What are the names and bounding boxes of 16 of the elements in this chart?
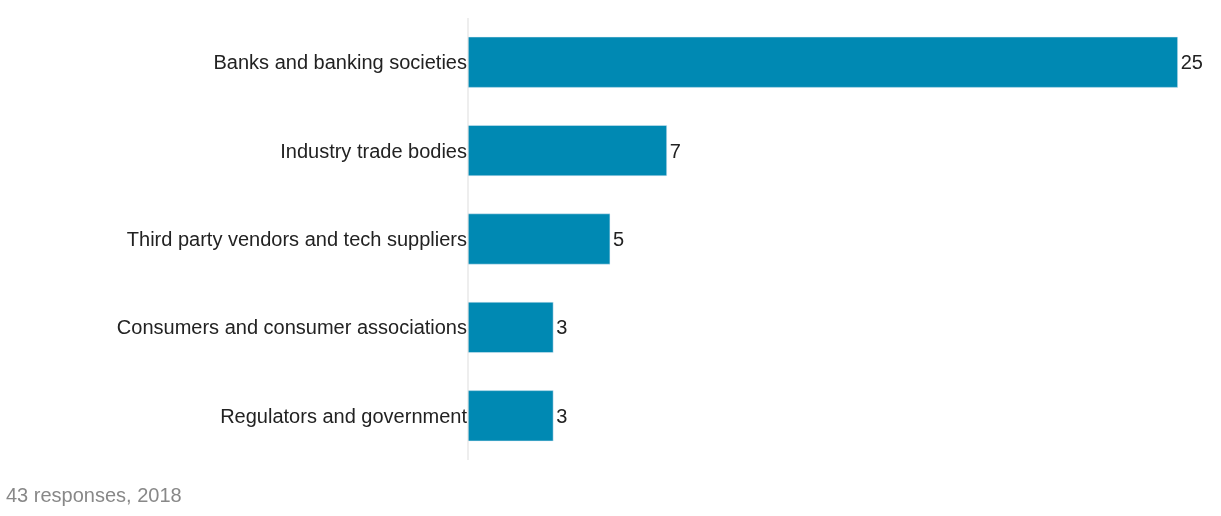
y-tick-label: Third party vendors and tech suppliers bbox=[126, 228, 467, 250]
data-label: 3 bbox=[556, 404, 568, 427]
y-tick-label: Regulators and government bbox=[220, 404, 468, 427]
y-tick-label: Banks and banking societies bbox=[213, 51, 467, 74]
y-tick-label: Industry trade bodies bbox=[280, 139, 467, 162]
bar bbox=[468, 36, 1178, 88]
bar bbox=[468, 213, 611, 265]
text: 43 responses, 2018 bbox=[6, 484, 182, 506]
data-label: 7 bbox=[669, 139, 681, 162]
data-label: 3 bbox=[556, 316, 568, 339]
bar bbox=[468, 125, 667, 177]
bar bbox=[468, 390, 554, 442]
data-label: 5 bbox=[612, 228, 625, 250]
y-tick-label: Consumers and consumer associations bbox=[116, 316, 467, 339]
data-label: 25 bbox=[1180, 51, 1203, 74]
bar bbox=[468, 301, 554, 353]
